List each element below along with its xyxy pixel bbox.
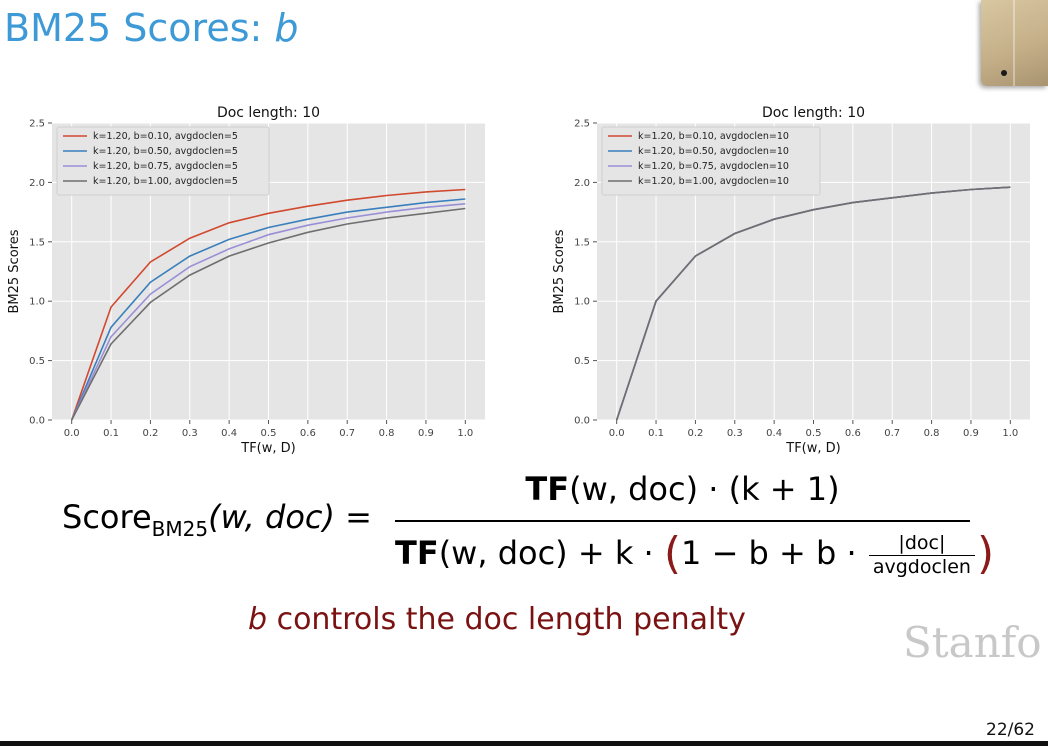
x-tick-label: 0.8 xyxy=(924,428,940,439)
legend-entry-2: k=1.20, b=0.50, avgdoclen=5 xyxy=(93,146,238,157)
y-tick-label: 0.0 xyxy=(574,416,590,427)
x-tick-label: 0.8 xyxy=(379,428,395,439)
formula-lhs-subscript: BM25 xyxy=(151,517,209,541)
y-tick-label: 1.5 xyxy=(574,237,590,248)
formula-doclen-ratio: |doc| avgdoclen xyxy=(868,532,975,579)
y-axis-label: BM25 Scores xyxy=(7,229,22,313)
x-tick-label: 0.9 xyxy=(963,428,979,439)
bm25-formula: ScoreBM25(w, doc) = TF(w, doc) · (k + 1)… xyxy=(60,470,995,585)
legend-entry-4: k=1.20, b=1.00, avgdoclen=5 xyxy=(93,176,238,187)
y-tick-label: 0.5 xyxy=(29,356,45,367)
x-tick-label: 0.4 xyxy=(766,428,782,439)
x-tick-label: 0.5 xyxy=(806,428,822,439)
x-tick-label: 0.1 xyxy=(648,428,664,439)
formula-fraction-bar xyxy=(395,520,970,522)
chart-title: Doc length: 10 xyxy=(762,105,865,121)
formula-lhs: ScoreBM25(w, doc) = xyxy=(62,498,372,541)
x-tick-label: 1.0 xyxy=(457,428,473,439)
x-tick-label: 0.7 xyxy=(339,428,355,439)
x-tick-label: 0.0 xyxy=(609,428,625,439)
y-tick-label: 2.0 xyxy=(29,178,45,189)
x-tick-label: 0.5 xyxy=(261,428,277,439)
slide-title-prefix: BM25 Scores: xyxy=(4,6,275,50)
legend-box xyxy=(56,126,270,196)
x-tick-label: 0.3 xyxy=(727,428,743,439)
formula-lhs-args: (w, doc) = xyxy=(208,498,372,536)
x-tick-label: 0.6 xyxy=(300,428,316,439)
bottom-bar xyxy=(0,741,1048,746)
y-tick-label: 0.0 xyxy=(29,416,45,427)
caption-text: controls the doc length penalty xyxy=(267,602,746,637)
x-tick-label: 1.0 xyxy=(1002,428,1018,439)
formula-numerator: TF(w, doc) · (k + 1) xyxy=(525,470,840,508)
stanford-watermark: Stanfo xyxy=(903,618,1042,667)
page-number: 22/62 xyxy=(986,720,1035,740)
x-tick-label: 0.2 xyxy=(142,428,158,439)
x-axis-label: TF(w, D) xyxy=(785,441,840,456)
legend-entry-1: k=1.20, b=0.10, avgdoclen=5 xyxy=(93,131,238,142)
y-tick-label: 2.0 xyxy=(574,178,590,189)
series-line-2 xyxy=(70,198,466,421)
x-tick-label: 0.6 xyxy=(845,428,861,439)
slide-caption: b controls the doc length penalty xyxy=(248,602,746,637)
y-tick-label: 1.0 xyxy=(574,297,590,308)
x-tick-label: 0.2 xyxy=(687,428,703,439)
y-tick-label: 1.5 xyxy=(29,237,45,248)
slide-title: BM25 Scores: b xyxy=(4,4,299,52)
y-tick-label: 0.5 xyxy=(574,356,590,367)
series-line-1 xyxy=(70,188,466,421)
y-tick-label: 2.5 xyxy=(574,119,590,130)
y-axis-label: BM25 Scores xyxy=(552,229,567,313)
formula-denominator: TF(w, doc) + k · (1 − b + b · |doc| avgdo… xyxy=(395,528,995,579)
x-tick-label: 0.4 xyxy=(221,428,237,439)
legend-box xyxy=(601,126,821,196)
legend-entry-1: k=1.20, b=0.10, avgdoclen=10 xyxy=(638,131,789,142)
caption-variable: b xyxy=(248,602,268,637)
series-line-4 xyxy=(615,186,1011,421)
slide-title-variable: b xyxy=(274,6,299,50)
x-tick-label: 0.9 xyxy=(418,428,434,439)
chart-svg-0: 0.0 0.5 1.0 1.5 2.0 2.5 0.0 0.1 0.2 0.3 0.4 0.5 0.6 0… xyxy=(7,105,485,456)
legend-entry-4: k=1.20, b=1.00, avgdoclen=10 xyxy=(638,176,789,187)
chart-svg-1: 0.0 0.5 1.0 1.5 2.0 2.5 0.0 0.1 0.2 0.3 0.4 0.5 0.6 0… xyxy=(552,105,1030,456)
x-tick-label: 0.0 xyxy=(64,428,80,439)
legend-entry-3: k=1.20, b=0.75, avgdoclen=5 xyxy=(93,161,238,172)
chart-right: 0.0 0.5 1.0 1.5 2.0 2.5 0.0 0.1 0.2 0.3 0.4 0.5 0.6 0… xyxy=(545,98,1045,463)
chart-title: Doc length: 10 xyxy=(217,105,320,121)
presenter-video-thumbnail xyxy=(981,0,1048,86)
legend-entry-3: k=1.20, b=0.75, avgdoclen=10 xyxy=(638,161,789,172)
x-axis-label: TF(w, D) xyxy=(240,441,295,456)
chart-left: 0.0 0.5 1.0 1.5 2.0 2.5 0.0 0.1 0.2 0.3 0.4 0.5 0.6 0… xyxy=(0,98,500,463)
y-tick-label: 2.5 xyxy=(29,119,45,130)
series-line-3 xyxy=(70,203,466,421)
x-tick-label: 0.3 xyxy=(182,428,198,439)
x-tick-label: 0.7 xyxy=(884,428,900,439)
series-line-4 xyxy=(70,207,466,421)
x-tick-label: 0.1 xyxy=(103,428,119,439)
legend-entry-2: k=1.20, b=0.50, avgdoclen=10 xyxy=(638,146,789,157)
y-tick-label: 1.0 xyxy=(29,297,45,308)
